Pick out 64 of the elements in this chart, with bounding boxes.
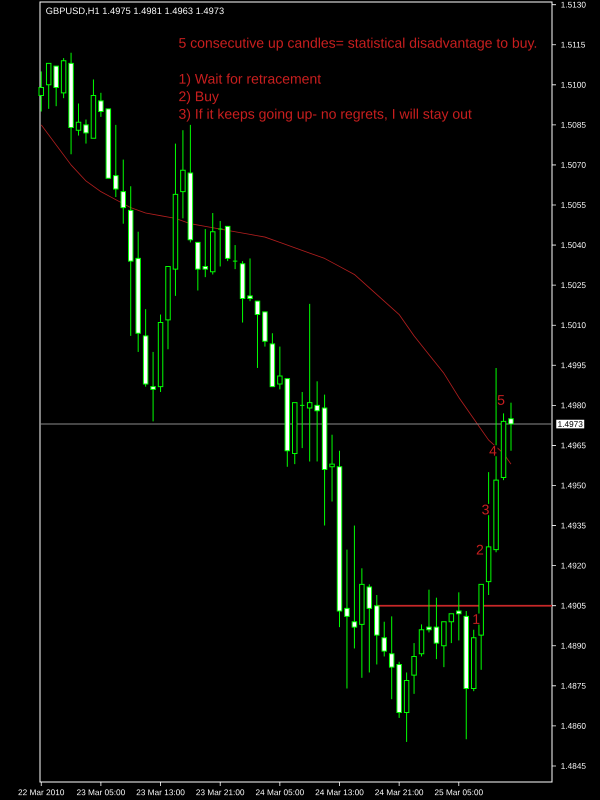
- y-tick-label: 1.4935: [561, 522, 586, 528]
- candlestick: [150, 351, 156, 422]
- annotation: 2: [476, 544, 484, 554]
- y-tick-label: 1.5070: [561, 162, 586, 168]
- candlestick: [508, 402, 514, 452]
- y-tick-label: 1.4875: [561, 682, 586, 689]
- ref-line-label: 1.4973: [558, 421, 583, 427]
- annotation: 5 consecutive up candles= statistical disadvantage to buy.: [179, 38, 536, 51]
- y-tick-label: 1.5130: [561, 2, 586, 8]
- candlestick: [411, 642, 417, 694]
- x-tick-label: 24 Mar 05:00: [256, 789, 304, 796]
- y-tick-label: 1.4845: [561, 763, 586, 769]
- annotation: 1: [473, 614, 480, 624]
- candlestick: [277, 346, 283, 390]
- y-tick-label: 1.4890: [561, 642, 586, 649]
- y-tick-label: 1.4980: [561, 402, 586, 408]
- y-tick-label: 1.5025: [561, 282, 586, 288]
- x-tick-label: 22 Mar 2010: [18, 789, 64, 796]
- x-tick-label: 23 Mar 21:00: [196, 789, 244, 796]
- candlestick: [329, 434, 335, 502]
- y-tick-label: 1.4920: [561, 562, 586, 569]
- candlestick: [202, 228, 208, 278]
- candlestick: [306, 303, 312, 462]
- x-tick-label: 24 Mar 13:00: [316, 789, 364, 796]
- candlestick: [120, 159, 126, 224]
- candlestick: [388, 616, 394, 700]
- annotation: 2) Buy: [179, 91, 219, 104]
- annotation: 3: [482, 504, 489, 514]
- y-tick-label: 1.5055: [561, 202, 586, 208]
- x-tick-label: 25 Mar 05:00: [434, 789, 483, 796]
- candlestick: [113, 124, 119, 198]
- candlestick: [434, 597, 440, 660]
- candlestick: [180, 130, 186, 219]
- candlestick: [254, 300, 260, 368]
- candlestick: [344, 549, 350, 690]
- y-tick-label: 1.4950: [561, 482, 586, 488]
- y-tick-label: 1.4995: [561, 362, 586, 368]
- y-tick-label: 1.5010: [561, 322, 586, 328]
- y-tick-label: 1.4905: [561, 602, 586, 609]
- y-tick-label: 1.5115: [561, 42, 586, 48]
- annotation: 1) Wait for retracement: [180, 73, 322, 87]
- candlestick: [448, 613, 454, 644]
- x-tick-label: 23 Mar 05:00: [76, 789, 125, 796]
- candlestick: [314, 380, 320, 462]
- candlestick: [46, 62, 52, 110]
- candlestick: [352, 525, 358, 649]
- y-tick-label: 1.5040: [561, 242, 586, 248]
- x-tick-label: 23 Mar 13:00: [136, 789, 185, 796]
- y-tick-label: 1.5100: [561, 82, 586, 88]
- candlestick: [53, 66, 59, 107]
- y-tick-label: 1.4965: [561, 442, 586, 448]
- candlestick: [456, 592, 462, 641]
- annotation: 3) If it keeps going up- no regrets, I will stay out: [179, 108, 472, 122]
- candlestick: [247, 258, 253, 302]
- annotation: 4: [489, 446, 496, 456]
- x-tick-label: 24 Mar 21:00: [375, 789, 424, 796]
- annotation: 5: [498, 395, 504, 405]
- y-tick-label: 1.4860: [561, 722, 586, 729]
- y-tick-label: 1.5085: [561, 122, 586, 128]
- text: GBPUSD,H1 1.4975 1.4981 1.4963 1.4973: [46, 8, 224, 16]
- candlestick: [38, 70, 44, 112]
- candlestick: [382, 621, 387, 657]
- candlestick: [98, 92, 104, 118]
- candlestick: [366, 584, 372, 673]
